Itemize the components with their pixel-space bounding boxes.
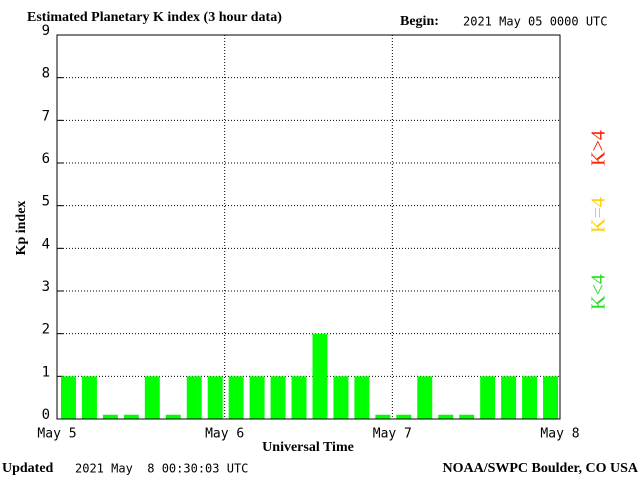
bar [333,376,349,419]
bar [123,414,139,419]
bar [291,376,307,419]
y-tick-label: 6 [42,151,50,167]
y-tick-label: 7 [42,108,50,124]
bar [61,376,76,419]
bar [543,376,558,419]
x-tick-label: May 8 [540,427,579,442]
plot-frame [56,34,561,420]
credit: NOAA/SWPC Boulder, CO USA [442,461,638,476]
x-axis-label: Universal Time [262,440,354,455]
bar [270,376,286,419]
bar [501,376,517,419]
bar [522,376,538,419]
bar [396,414,412,419]
y-tick-label: 2 [42,322,50,338]
bar [375,414,391,419]
y-tick-label: 5 [42,194,50,210]
bar [480,376,496,419]
bar [102,414,118,419]
begin-label: Begin: [400,14,439,29]
bar [249,376,265,419]
bar [81,376,97,419]
bar [459,414,475,419]
y-tick-label: 0 [42,407,50,423]
y-axis-label: Kp index [14,201,29,256]
updated-label: Updated [2,461,54,476]
bar [165,414,181,419]
x-tick-label: May 6 [205,427,244,442]
bar [312,333,328,419]
legend-label: K<4 [588,274,610,310]
bar [186,376,202,419]
y-tick-label: 4 [42,236,50,252]
legend-label: K=4 [588,197,610,233]
y-tick-label: 9 [42,23,50,39]
legend-label: K>4 [588,130,610,166]
bar [438,414,454,419]
begin-value: 2021 May 05 0000 UTC [463,15,608,29]
x-tick-label: May 5 [37,427,76,442]
bar [417,376,433,419]
y-tick-label: 8 [42,66,50,82]
bar [207,376,223,419]
y-tick-label: 1 [42,364,50,380]
y-tick-label: 3 [42,279,50,295]
chart-title: Estimated Planetary K index (3 hour data… [27,10,282,25]
bar [354,376,370,419]
x-tick-label: May 7 [373,427,412,442]
bar [228,376,244,419]
bar [144,376,160,419]
updated-value: 2021 May 8 00:30:03 UTC [75,462,248,476]
